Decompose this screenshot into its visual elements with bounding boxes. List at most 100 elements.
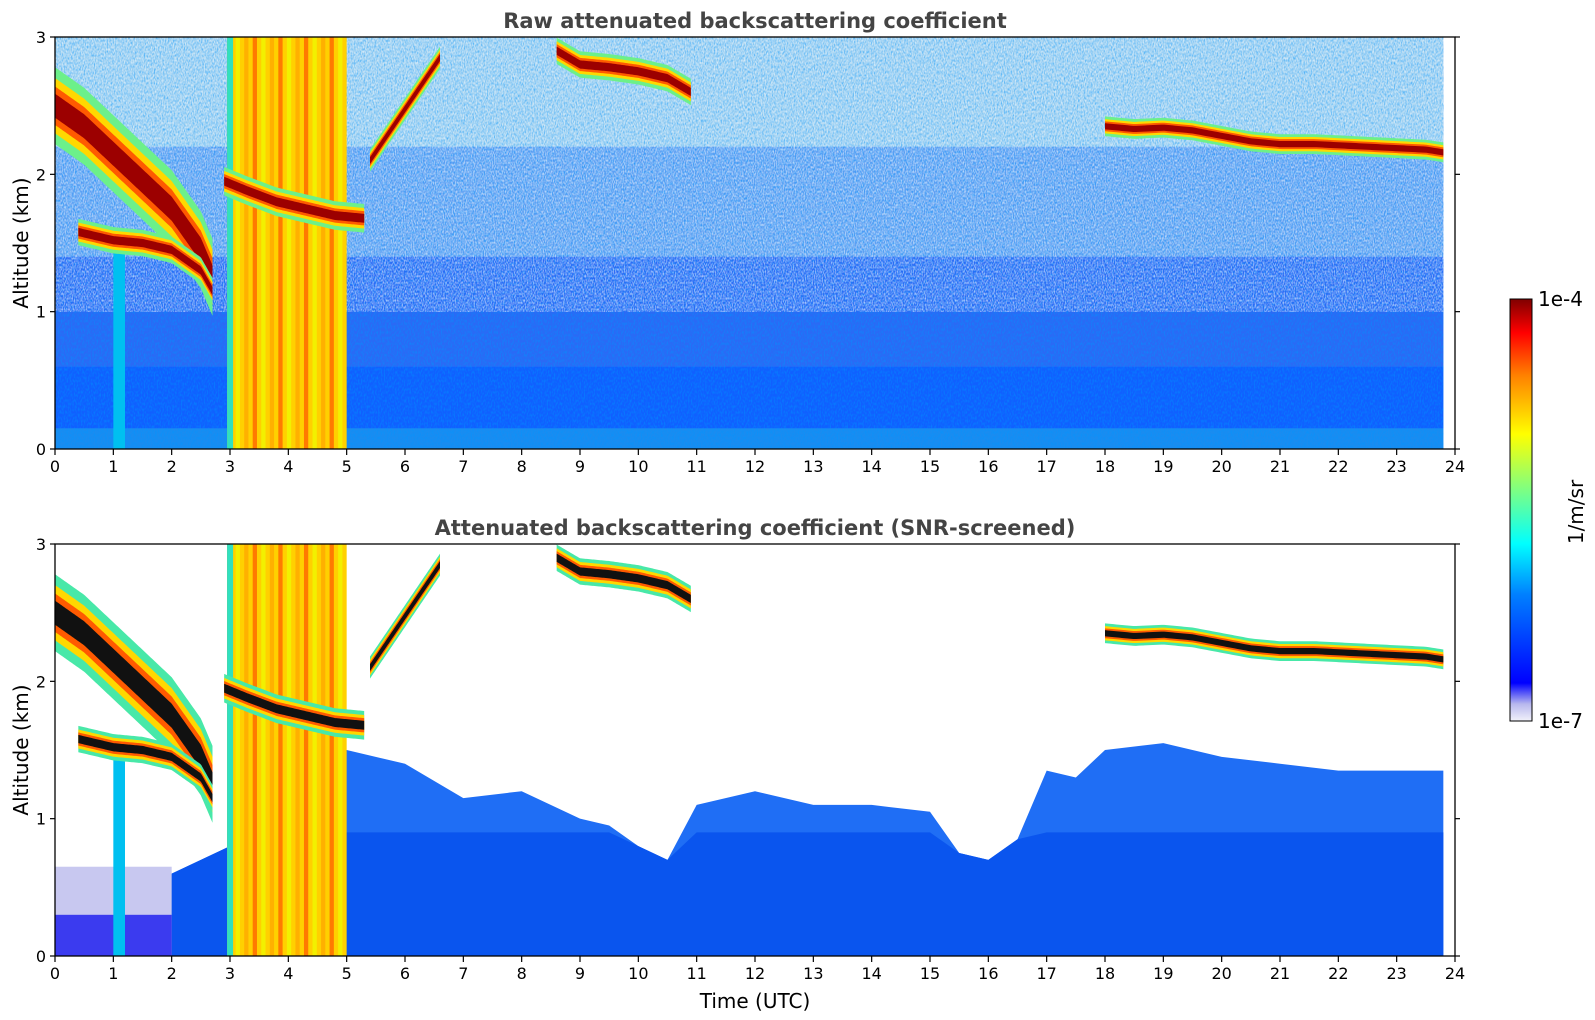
x-tick-label: 19	[1153, 964, 1173, 983]
x-tick-13: 13	[803, 449, 824, 476]
x-tick-label: 8	[517, 964, 527, 983]
x-tick-9: 9	[575, 956, 585, 983]
x-tick-2: 2	[167, 449, 177, 476]
cloud-band-3	[370, 561, 440, 672]
x-tick-label: 3	[225, 964, 235, 983]
column-streak	[261, 544, 266, 956]
screened-backscatter-panel: Attenuated backscattering coefficient (S…	[9, 516, 1465, 1013]
x-tick-20: 20	[1211, 956, 1232, 983]
x-tick-label: 4	[283, 457, 293, 476]
cloud-layer-0	[55, 574, 213, 823]
x-tick-label: 19	[1153, 457, 1173, 476]
column-streak	[235, 37, 240, 449]
colorbar: 1e-4 1e-7 1/m/sr	[1509, 287, 1588, 733]
x-tick-12: 12	[745, 956, 765, 983]
cloud-band-3	[55, 600, 213, 797]
cloud-band-3	[224, 176, 365, 223]
cloud-layer-4	[556, 37, 691, 106]
x-tick-label: 0	[50, 964, 60, 983]
x-tick-label: 0	[50, 457, 60, 476]
x-tick-label: 15	[920, 457, 940, 476]
y-tick-label: 0	[36, 440, 46, 459]
x-tick-18: 18	[1095, 449, 1115, 476]
cloud-band-3	[556, 553, 691, 604]
y-tick-1: 1	[36, 303, 1460, 322]
x-tick-label: 20	[1211, 457, 1231, 476]
colorbar-max-label: 1e-4	[1538, 287, 1583, 311]
cloud-layer-5	[1105, 623, 1444, 670]
cloud-layer-1	[78, 725, 213, 812]
x-tick-label: 8	[517, 457, 527, 476]
x-tick-1: 1	[108, 449, 118, 476]
x-tick-label: 18	[1095, 964, 1115, 983]
x-tick-label: 18	[1095, 457, 1115, 476]
column-streak	[338, 37, 343, 449]
x-tick-label: 14	[861, 457, 881, 476]
x-tick-label: 24	[1445, 964, 1465, 983]
y-tick-label: 2	[36, 672, 46, 691]
x-tick-label: 7	[458, 964, 468, 983]
y-tick-label: 2	[36, 165, 46, 184]
x-tick-16: 16	[978, 449, 999, 476]
y-tick-2: 2	[36, 672, 1460, 691]
x-tick-12: 12	[745, 449, 765, 476]
x-tick-17: 17	[1036, 449, 1057, 476]
x-tick-24: 24	[1445, 449, 1465, 476]
cloud-layer-0	[55, 67, 213, 316]
y-tick-2: 2	[36, 165, 1460, 184]
column-streak	[303, 37, 309, 449]
cloud-band-3	[55, 93, 213, 290]
raw-heatmap	[55, 37, 1444, 449]
raw-y-axis-label: Altitude (km)	[9, 177, 33, 308]
column-streak	[295, 37, 300, 449]
column-streak	[312, 37, 317, 449]
cloud-band-3	[370, 54, 440, 165]
column-streak	[286, 37, 292, 449]
x-tick-14: 14	[861, 449, 882, 476]
x-tick-5: 5	[342, 449, 352, 476]
x-tick-label: 5	[342, 964, 352, 983]
x-tick-label: 13	[803, 964, 823, 983]
x-tick-label: 15	[920, 964, 940, 983]
column-0	[227, 37, 347, 449]
x-tick-1: 1	[108, 956, 118, 983]
x-tick-2: 2	[167, 956, 177, 983]
x-tick-label: 23	[1386, 964, 1406, 983]
cloud-layer-2	[224, 673, 365, 740]
colorbar-gradient	[1509, 298, 1533, 722]
x-tick-label: 2	[167, 964, 177, 983]
cloud-layer-2	[224, 166, 365, 233]
x-tick-4: 4	[283, 956, 293, 983]
column-0	[227, 544, 347, 956]
column-streak	[329, 37, 334, 449]
cloud-layer-3	[370, 46, 440, 172]
x-tick-23: 23	[1386, 449, 1407, 476]
column-streak	[244, 544, 249, 956]
column-streak	[329, 544, 334, 956]
x-tick-label: 16	[978, 964, 998, 983]
y-tick-label: 3	[36, 28, 46, 47]
y-tick-3: 3	[36, 28, 1460, 47]
x-tick-label: 14	[861, 964, 881, 983]
y-tick-0: 0	[36, 440, 1460, 459]
x-tick-8: 8	[517, 449, 527, 476]
x-tick-label: 20	[1211, 964, 1231, 983]
x-tick-label: 7	[458, 457, 468, 476]
raw-y-axis-ticks: 0 1 2 3	[36, 28, 1460, 459]
x-tick-label: 12	[745, 457, 765, 476]
x-tick-label: 17	[1036, 964, 1056, 983]
x-tick-20: 20	[1211, 449, 1232, 476]
x-tick-label: 1	[108, 964, 118, 983]
column-edge	[227, 544, 234, 956]
x-tick-label: 4	[283, 964, 293, 983]
x-tick-label: 24	[1445, 457, 1465, 476]
raw-panel-title: Raw attenuated backscattering coefficien…	[503, 9, 1007, 33]
screened-y-axis-ticks: 0 1 2 3	[36, 535, 1460, 966]
cloud-layer-5	[1105, 116, 1444, 163]
x-tick-label: 21	[1270, 964, 1290, 983]
x-tick-label: 10	[628, 457, 648, 476]
screened-x-axis-ticks: 0 1 2 3 4 5 6 7 8 9 10 11 12 13 14 15 16 17 18 19 20 21 22 23 24	[50, 956, 1465, 983]
x-tick-9: 9	[575, 449, 585, 476]
x-tick-label: 13	[803, 457, 823, 476]
cloud-band-3	[556, 46, 691, 97]
